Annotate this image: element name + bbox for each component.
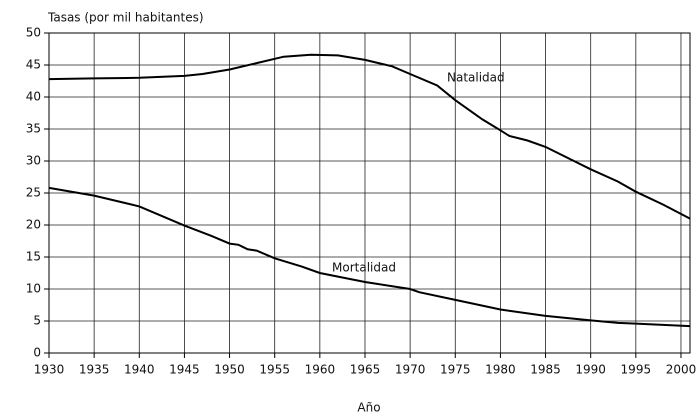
- x-tick-label: 1960: [305, 363, 336, 377]
- x-tick-label: 1945: [169, 363, 200, 377]
- x-tick-label: 1970: [395, 363, 426, 377]
- annotation: Natalidad: [447, 71, 505, 85]
- data-line: [48, 186, 691, 328]
- y-tick-label: 40: [26, 90, 41, 104]
- x-tick-label: 2000: [666, 363, 697, 377]
- plot-frame: [48, 32, 691, 354]
- x-tick-label: 1965: [350, 363, 381, 377]
- x-tick-label: 1935: [79, 363, 110, 377]
- x-tick-label: 1930: [34, 363, 65, 377]
- x-tick-label: 1940: [124, 363, 155, 377]
- y-tick-label: 5: [33, 314, 41, 328]
- y-tick-label: 25: [26, 186, 41, 200]
- x-tick-label: 1990: [575, 363, 606, 377]
- y-tick-label: 0: [33, 346, 41, 360]
- x-tick-label: 1955: [259, 363, 290, 377]
- y-tick-label: 30: [26, 154, 41, 168]
- x-axis-label: Año: [357, 401, 380, 415]
- y-tick-label: 15: [26, 250, 41, 264]
- y-tick-label: 10: [26, 282, 41, 296]
- y-tick-label: 20: [26, 218, 41, 232]
- y-axis-label: Tasas (por mil habitantes): [47, 11, 204, 25]
- x-tick-label: 1950: [214, 363, 245, 377]
- y-tick-label: 50: [26, 26, 41, 40]
- x-tick-label: 1995: [621, 363, 652, 377]
- x-tick-label: 1975: [440, 363, 471, 377]
- annotation: Mortalidad: [332, 261, 396, 275]
- x-tick-label: 1985: [530, 363, 561, 377]
- y-tick-label: 35: [26, 122, 41, 136]
- data-line: [48, 53, 691, 220]
- y-tick-label: 45: [26, 58, 41, 72]
- x-tick-label: 1980: [485, 363, 516, 377]
